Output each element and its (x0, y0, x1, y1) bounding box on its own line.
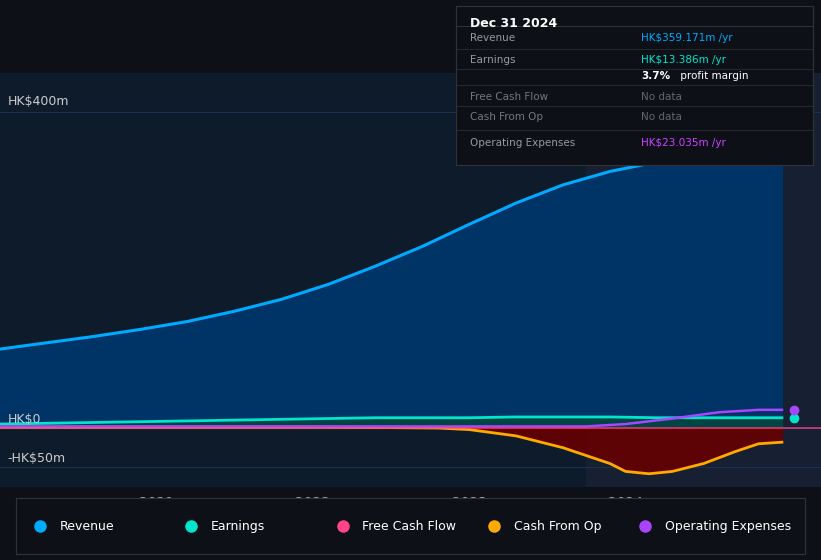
Text: No data: No data (641, 113, 682, 122)
Text: Free Cash Flow: Free Cash Flow (362, 520, 456, 533)
Text: Cash From Op: Cash From Op (514, 520, 601, 533)
Text: No data: No data (641, 92, 682, 101)
Text: 3.7%: 3.7% (641, 71, 671, 81)
Text: Revenue: Revenue (470, 32, 515, 43)
Text: -HK$50m: -HK$50m (8, 452, 66, 465)
Text: HK$400m: HK$400m (8, 95, 69, 108)
Bar (586, 73, 821, 487)
Text: profit margin: profit margin (677, 71, 749, 81)
Text: HK$0: HK$0 (8, 413, 41, 426)
Text: Operating Expenses: Operating Expenses (665, 520, 791, 533)
Text: Earnings: Earnings (211, 520, 265, 533)
Text: Dec 31 2024: Dec 31 2024 (470, 17, 557, 30)
Text: HK$23.035m /yr: HK$23.035m /yr (641, 138, 727, 148)
Text: Cash From Op: Cash From Op (470, 113, 543, 122)
Text: Operating Expenses: Operating Expenses (470, 138, 576, 148)
Text: Free Cash Flow: Free Cash Flow (470, 92, 548, 101)
Text: HK$13.386m /yr: HK$13.386m /yr (641, 55, 727, 65)
Text: Earnings: Earnings (470, 55, 516, 65)
Text: HK$359.171m /yr: HK$359.171m /yr (641, 32, 733, 43)
Text: Revenue: Revenue (60, 520, 114, 533)
